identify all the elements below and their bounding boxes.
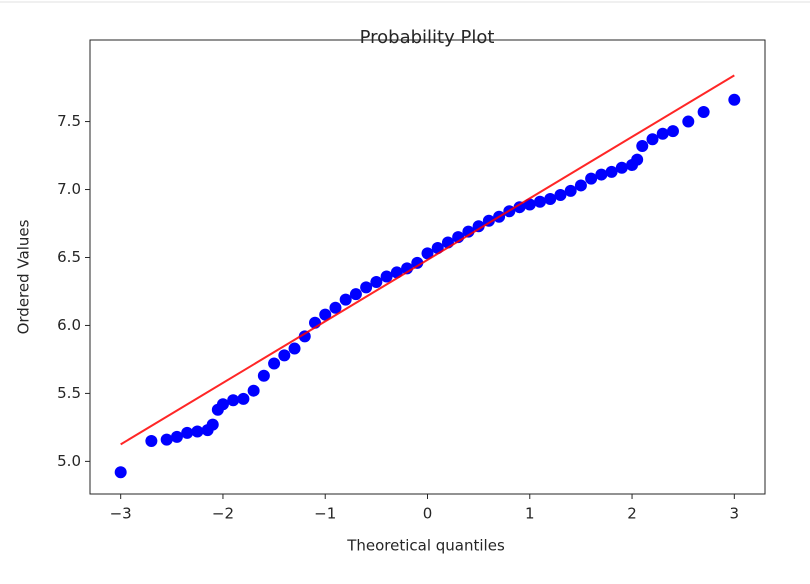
data-point [170, 430, 183, 443]
data-point [544, 193, 557, 206]
data-point [636, 140, 649, 153]
data-point [114, 466, 127, 479]
data-point [421, 247, 434, 260]
y-tick-label: 6.5 [57, 248, 81, 266]
data-point [534, 195, 546, 208]
data-point [462, 225, 475, 238]
data-point [631, 153, 644, 166]
y-axis-label: Ordered Values [15, 219, 33, 334]
data-point [319, 308, 332, 321]
x-tick-label: −1 [314, 505, 336, 523]
x-tick-label: −2 [212, 505, 234, 523]
data-point [329, 301, 342, 314]
data-point [268, 357, 281, 370]
data-point [411, 256, 424, 269]
data-point [247, 384, 260, 397]
y-tick-label: 7.0 [57, 180, 81, 198]
data-point [237, 392, 250, 405]
x-axis-label: Theoretical quantiles [346, 537, 505, 555]
data-point [191, 425, 204, 438]
data-point [370, 275, 383, 288]
data-point [206, 418, 219, 431]
data-point [574, 179, 587, 192]
data-point [227, 394, 240, 407]
data-point [554, 188, 567, 201]
data-point [339, 293, 352, 306]
data-point [160, 433, 173, 446]
data-point [145, 434, 158, 447]
x-tick-label: 3 [730, 505, 740, 523]
y-tick-label: 7.5 [57, 112, 81, 130]
data-point [523, 198, 536, 211]
plot-frame [89, 39, 766, 495]
data-point [380, 270, 393, 283]
data-point [666, 125, 679, 138]
y-tick-label: 5.0 [57, 452, 81, 470]
data-point [564, 184, 577, 197]
data-point [605, 165, 618, 178]
x-tick-label: 1 [525, 505, 535, 523]
data-point [595, 168, 608, 181]
x-tick-label: 0 [423, 505, 433, 523]
data-point [360, 281, 373, 294]
x-tick-label: 2 [627, 505, 637, 523]
x-tick-label: −3 [110, 505, 132, 523]
chart-title: Probability Plot [360, 27, 495, 48]
fit-line [120, 74, 735, 446]
data-point [298, 330, 311, 343]
data-point [181, 426, 194, 439]
data-point [656, 127, 669, 140]
y-tick-label: 5.5 [57, 384, 81, 402]
data-point [349, 288, 362, 301]
y-tick-label: 6.0 [57, 316, 81, 334]
data-point [728, 93, 741, 106]
data-point [513, 201, 526, 214]
data-point [697, 106, 710, 119]
data-point [585, 172, 598, 185]
data-point [216, 398, 229, 411]
data-point [288, 342, 301, 355]
data-point [646, 133, 659, 146]
data-point [257, 369, 270, 382]
data-point [615, 161, 628, 174]
data-point [278, 349, 291, 362]
data-point [472, 220, 485, 233]
data-point [682, 115, 695, 128]
